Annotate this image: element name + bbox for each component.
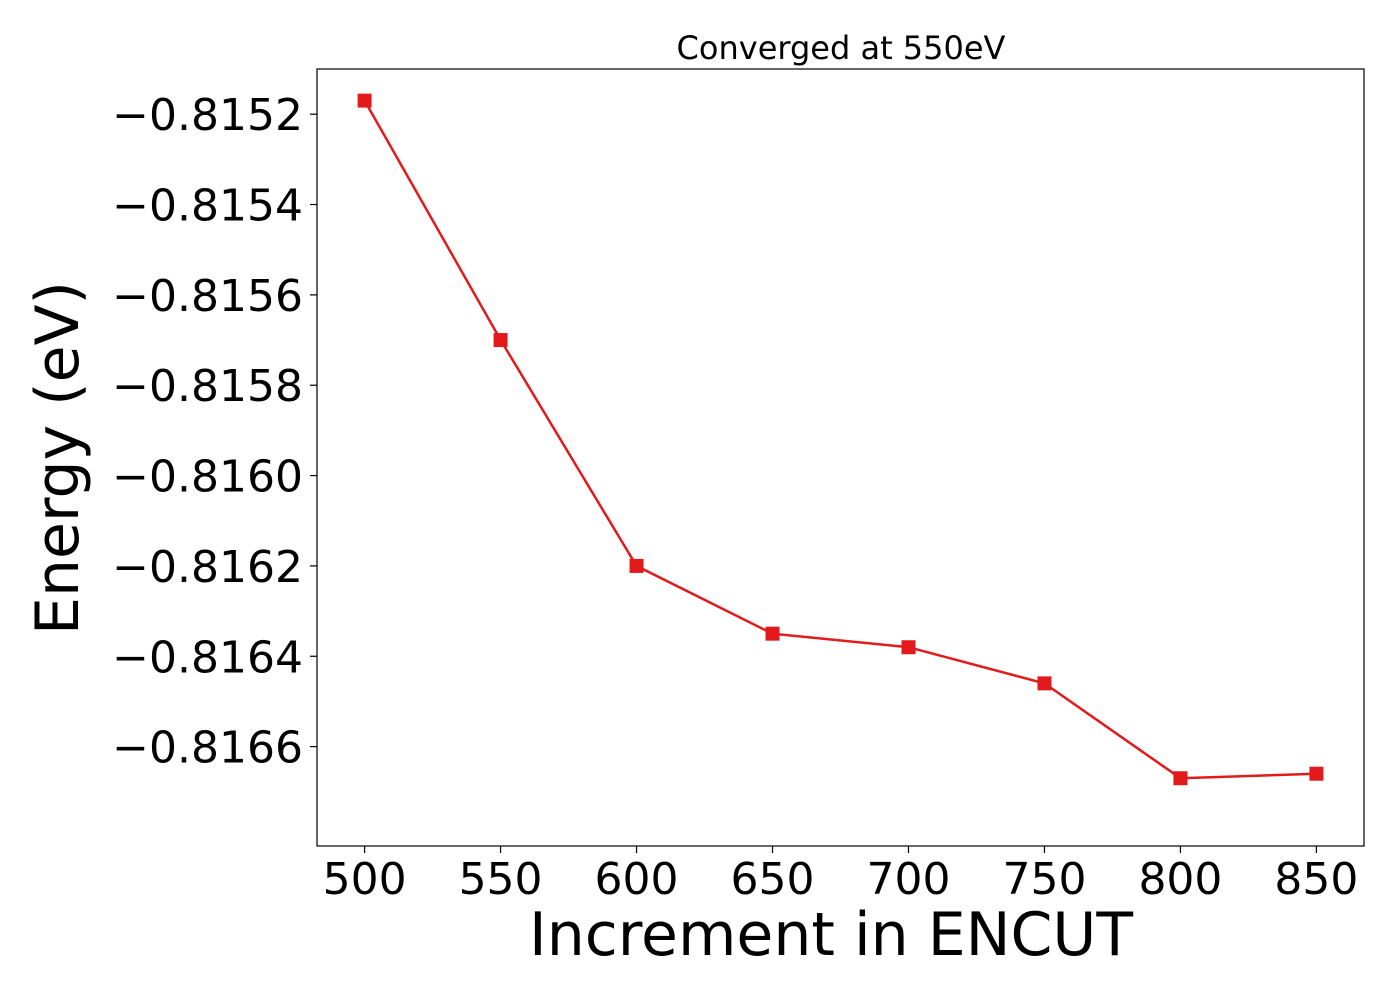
- data-point-marker: [765, 626, 780, 641]
- data-point-marker: [1173, 771, 1188, 786]
- chart-title: Converged at 550eV: [677, 29, 1006, 67]
- x-tick-label: 600: [595, 854, 679, 905]
- x-tick-label: 800: [1138, 854, 1222, 905]
- x-tick-label: 500: [323, 854, 407, 905]
- y-tick-label: −0.8154: [112, 181, 303, 232]
- y-tick-label: −0.8166: [112, 723, 303, 774]
- y-tick-label: −0.8158: [112, 361, 303, 412]
- x-axis-label: Increment in ENCUT: [529, 900, 1133, 970]
- x-tick-label: 550: [459, 854, 543, 905]
- x-tick-label: 700: [866, 854, 950, 905]
- x-tick-label: 650: [731, 854, 815, 905]
- data-point-marker: [629, 558, 644, 573]
- x-tick-label: 850: [1274, 854, 1358, 905]
- y-tick-label: −0.8160: [112, 452, 303, 503]
- y-axis-ticks: −0.8152 −0.8154 −0.8156 −0.8158 −0.8160 −0.81…: [112, 90, 317, 774]
- data-point-marker: [493, 333, 508, 348]
- y-tick-label: −0.8156: [112, 271, 303, 322]
- data-series: [357, 93, 1324, 786]
- x-axis-ticks: 500 550 600 650 700 750 800 850: [323, 846, 1358, 905]
- y-tick-label: −0.8162: [112, 542, 303, 593]
- data-point-marker: [357, 93, 372, 108]
- y-tick-label: −0.8164: [112, 632, 303, 683]
- y-axis-label: Energy (eV): [23, 281, 93, 635]
- y-tick-label: −0.8152: [112, 90, 303, 141]
- data-point-marker: [1037, 676, 1052, 691]
- data-point-marker: [1309, 766, 1324, 781]
- plot-area-frame: [316, 68, 1365, 847]
- series-line: [363, 99, 1317, 780]
- data-point-marker: [901, 640, 916, 655]
- x-tick-label: 750: [1002, 854, 1086, 905]
